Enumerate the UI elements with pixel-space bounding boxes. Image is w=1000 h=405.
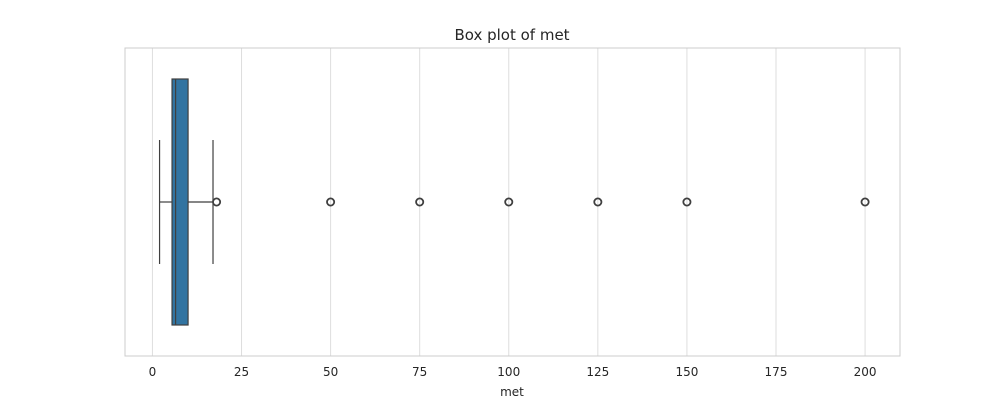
outlier-point xyxy=(860,197,870,207)
grid-lines xyxy=(151,48,866,356)
outlier-points xyxy=(212,197,870,207)
x-tick-label: 125 xyxy=(586,365,609,379)
outlier-point xyxy=(415,197,425,207)
x-tick-label: 50 xyxy=(323,365,338,379)
x-tick-labels: 0 25 50 75 100 125 150 175 200 xyxy=(149,365,877,379)
x-tick-label: 200 xyxy=(854,365,877,379)
outlier-point xyxy=(682,197,692,207)
x-tick-label: 0 xyxy=(149,365,157,379)
outlier-point xyxy=(326,197,336,207)
box-elements xyxy=(158,78,214,326)
outlier-point xyxy=(212,197,222,207)
iqr-box xyxy=(171,78,189,326)
x-axis-label: met xyxy=(500,385,524,399)
x-tick-label: 75 xyxy=(412,365,427,379)
outlier-point xyxy=(504,197,514,207)
x-tick-label: 100 xyxy=(497,365,520,379)
x-tick-label: 150 xyxy=(675,365,698,379)
plot-area-frame xyxy=(124,47,901,357)
chart-title: Box plot of met xyxy=(454,26,569,44)
x-tick-label: 175 xyxy=(765,365,788,379)
outlier-point xyxy=(593,197,603,207)
x-tick-label: 25 xyxy=(234,365,249,379)
